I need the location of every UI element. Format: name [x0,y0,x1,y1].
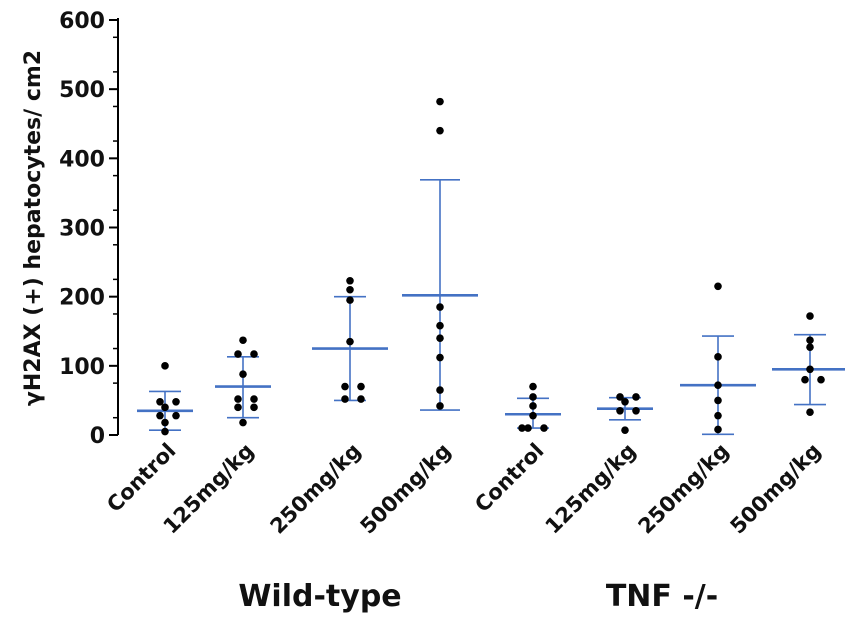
y-tick-label: 400 [59,147,105,172]
data-point [529,382,537,391]
data-point [239,370,247,378]
data-point [806,365,814,374]
data-point [817,375,825,384]
mean-sd-bars [137,178,845,436]
data-point [239,418,247,427]
data-point [436,402,444,410]
data-point [714,381,722,390]
data-point [524,424,532,432]
y-tick-label: 200 [59,286,105,311]
data-point [616,393,624,401]
data-point [357,395,365,403]
data-point [161,427,169,436]
data-point [357,382,365,391]
data-point [436,303,444,311]
data-point [714,282,722,291]
data-point [806,343,814,351]
y-tick-label: 100 [59,355,105,380]
y-tick-label: 0 [90,424,105,449]
data-point [346,296,354,304]
data-point [714,396,722,405]
data-point [161,403,169,412]
group-label: TNF -/- [606,579,718,614]
category-label: Control [102,439,180,517]
data-point [234,403,242,412]
category-label: 250mg/kg [266,439,366,539]
y-tick-label: 500 [59,78,105,103]
data-point [172,398,180,406]
data-point [436,321,444,330]
y-tick-label: 600 [59,9,105,34]
data-point [529,402,537,410]
category-label: 500mg/kg [356,439,456,539]
data-point [621,398,629,406]
data-point [806,408,814,416]
category-label: 500mg/kg [726,439,826,539]
data-point [239,336,247,345]
data-point [346,285,354,294]
data-point [436,353,444,362]
y-tick-label: 300 [59,217,105,242]
data-point [250,403,258,412]
data-point [234,395,242,403]
data-point [529,393,537,401]
data-point [172,411,180,420]
data-point [632,393,640,401]
category-label: Control [470,439,548,517]
data-point [234,350,242,358]
data-point [632,406,640,415]
data-point [156,411,164,420]
data-point [346,337,354,346]
data-point [616,406,624,415]
data-point [540,424,548,432]
data-point [250,350,258,358]
data-point [801,375,809,384]
data-point [161,418,169,427]
data-point [714,353,722,361]
data-point [156,398,164,406]
axes: 0 100 200 300 400 500 600 [59,9,119,449]
group-label: Wild-type [238,579,401,614]
data-points [156,97,825,436]
data-point [714,411,722,420]
data-point [518,424,526,432]
data-point [806,336,814,345]
category-label: 125mg/kg [541,439,641,539]
data-point [346,276,354,285]
data-point [436,126,444,135]
y-axis-title: γH2AX (+) hepatocytes/ cm2 [21,50,46,406]
category-label: 250mg/kg [634,439,734,539]
data-point [436,386,444,394]
data-point [341,395,349,403]
data-point [436,334,444,342]
data-point [436,97,444,106]
data-point [529,411,537,420]
data-point [714,425,722,434]
data-point [621,426,629,434]
data-point [250,395,258,403]
data-point [341,382,349,391]
data-point [161,362,169,370]
data-point [806,312,814,320]
